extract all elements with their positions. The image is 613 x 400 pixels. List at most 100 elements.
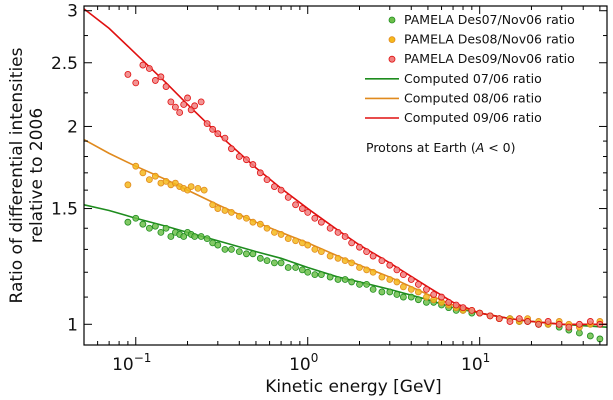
data-point-orange (221, 207, 229, 214)
data-point-orange (145, 176, 153, 184)
data-point-red (544, 318, 552, 325)
data-point-red (386, 261, 394, 269)
data-point-orange (263, 224, 271, 232)
data-point-green (386, 288, 394, 296)
y-tick-label: 2 (67, 117, 78, 137)
data-point-red (438, 293, 445, 301)
data-point-green (162, 224, 170, 232)
data-point-red (277, 186, 285, 194)
data-point-green (341, 276, 349, 283)
data-point-red (298, 205, 306, 212)
data-point-orange (356, 264, 363, 271)
data-point-red (348, 239, 356, 247)
plot-border (83, 5, 608, 346)
y-axis-title-line1: Ratio of differential intensities (7, 47, 27, 303)
x-axis-title: Kinetic energy [GeV] (265, 377, 441, 397)
legend-label: PAMELA Des09/Nov06 ratio (404, 51, 575, 66)
data-point-orange (132, 162, 140, 170)
data-point-red (292, 201, 299, 209)
data-point-red (228, 145, 235, 153)
data-point-orange (363, 266, 371, 274)
data-point-red (132, 79, 140, 87)
data-point-red (167, 98, 175, 106)
data-point-red (476, 309, 484, 317)
data-point-green (157, 228, 165, 236)
data-point-orange (407, 285, 415, 293)
data-point-orange (162, 177, 170, 185)
data-point-red (407, 276, 415, 283)
data-point-red (235, 153, 243, 160)
data-point-red (176, 109, 184, 116)
data-point-green (139, 220, 147, 228)
data-point-red (423, 285, 430, 293)
legend-label: PAMELA Des08/Nov06 ratio (404, 32, 575, 47)
data-point-green (334, 276, 342, 283)
data-point-orange (124, 181, 132, 189)
data-point-orange (399, 283, 407, 291)
data-point-red (317, 218, 325, 226)
annotation-symbol: A (475, 140, 485, 155)
data-point-red (243, 156, 250, 164)
data-point-red (486, 312, 494, 320)
data-point-orange (292, 237, 299, 245)
legend-label: Computed 07/06 ratio (404, 71, 542, 86)
data-point-green (191, 233, 199, 240)
x-tick-base: 10 (461, 355, 483, 375)
data-point-orange (235, 212, 243, 220)
data-point-red (197, 98, 205, 106)
data-point-green (348, 278, 356, 286)
annotation-protons: Protons at Earth (A < 0) (366, 140, 516, 155)
x-tick-base: 10 (112, 355, 134, 375)
legend-label: PAMELA Des07/Nov06 ratio (404, 12, 575, 27)
data-point-green (145, 224, 153, 232)
data-point-orange (139, 169, 147, 177)
data-point-orange (386, 276, 394, 283)
data-point-orange (414, 288, 422, 296)
data-point-orange (243, 214, 250, 222)
y-tick-label: 3 (67, 2, 78, 22)
data-point-orange (284, 235, 292, 243)
data-point-red (180, 101, 188, 108)
data-point-orange (393, 278, 401, 286)
data-point-green (369, 285, 377, 293)
data-point-green (399, 293, 407, 301)
legend-marker-green (388, 16, 396, 24)
data-point-orange (378, 273, 386, 281)
data-point-green (363, 280, 371, 288)
data-point-orange (171, 179, 179, 187)
data-point-red (363, 248, 371, 256)
data-point-red (311, 214, 319, 222)
data-point-red (124, 71, 132, 78)
data-point-red (565, 323, 573, 331)
data-point-green (356, 280, 363, 288)
data-point-green (256, 254, 264, 262)
data-point-red (334, 228, 342, 236)
x-tick-label: 100 (289, 351, 318, 375)
legend-label: Computed 08/06 ratio (404, 90, 542, 105)
data-point-red (575, 320, 583, 328)
data-point-green (317, 271, 325, 279)
data-points-layer (124, 61, 604, 343)
annotation-prefix: Protons at Earth ( (366, 140, 476, 155)
data-point-orange (270, 228, 278, 236)
x-tick-exponent: 0 (311, 351, 319, 365)
data-point-red (214, 130, 222, 138)
data-point-orange (151, 172, 159, 180)
data-point-orange (317, 248, 325, 256)
data-point-red (515, 315, 523, 323)
data-point-orange (214, 205, 222, 212)
data-point-red (184, 94, 191, 102)
data-point-red (535, 320, 542, 328)
data-point-red (555, 320, 563, 328)
data-point-orange (334, 254, 342, 262)
data-point-green (586, 332, 594, 340)
data-point-green (311, 271, 319, 279)
data-point-red (506, 318, 514, 325)
y-tick-label: 1 (67, 315, 78, 335)
data-point-green (197, 233, 205, 240)
data-point-red (356, 243, 363, 251)
data-point-orange (256, 220, 264, 228)
x-tick-exponent: −1 (134, 351, 152, 365)
